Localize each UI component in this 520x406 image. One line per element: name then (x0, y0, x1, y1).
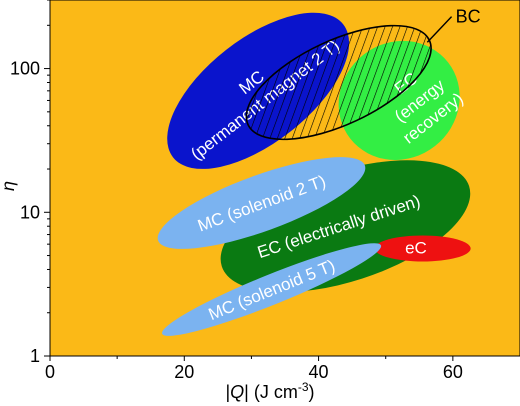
region-bc-barocaloric: BC (245, 7, 481, 141)
x-axis-label: |Q| (J cm-3) (225, 380, 314, 402)
x-tick-label: 0 (45, 362, 55, 382)
x-tick-label: 20 (174, 362, 194, 382)
y-axis-label: η (0, 181, 18, 191)
x-axis-label-unit: | (J cm (244, 382, 298, 402)
x-tick-label: 60 (443, 362, 463, 382)
region-ec-elastocaloric: eC (374, 235, 471, 262)
x-tick-label: 40 (309, 362, 329, 382)
plot-frame (49, 0, 520, 357)
x-axis-label-symbol: Q (230, 382, 244, 402)
x-axis-label-bar-left: | (225, 382, 230, 402)
y-tick-label: 1 (30, 346, 40, 366)
x-axis-label-exponent: -3 (298, 380, 309, 394)
region-label-bc-barocaloric: BC (456, 7, 481, 27)
y-tick-label: 10 (20, 202, 40, 222)
region-shape-mc-solenoid-5t (162, 243, 382, 336)
region-label-line: eC (405, 238, 427, 257)
region-shape-ec-elastocaloric (374, 235, 471, 262)
region-label-ec-elastocaloric: eC (405, 238, 427, 257)
x-axis-label-close: ) (309, 382, 315, 402)
region-shape-mc-solenoid-2t (157, 157, 366, 249)
bc-leader-line (426, 16, 453, 43)
y-tick-label: 100 (10, 59, 40, 79)
